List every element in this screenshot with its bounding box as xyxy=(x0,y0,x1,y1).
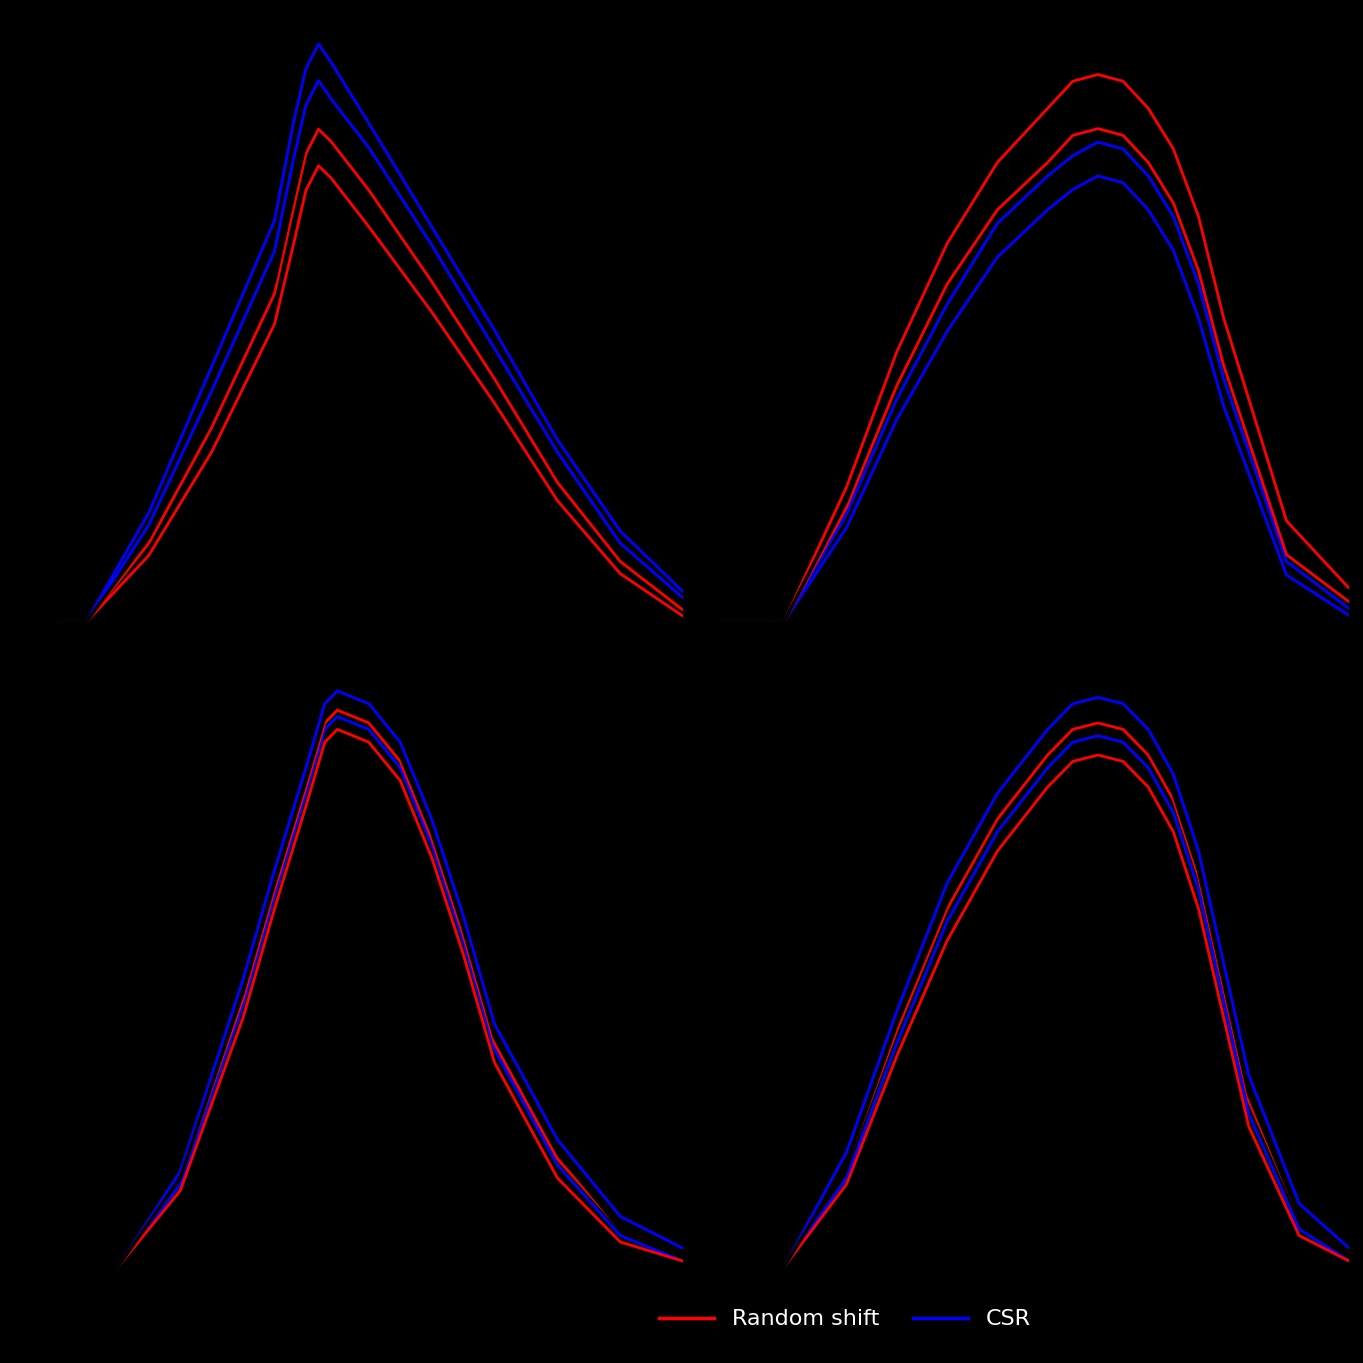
Legend: Random shift, CSR: Random shift, CSR xyxy=(650,1300,1040,1338)
